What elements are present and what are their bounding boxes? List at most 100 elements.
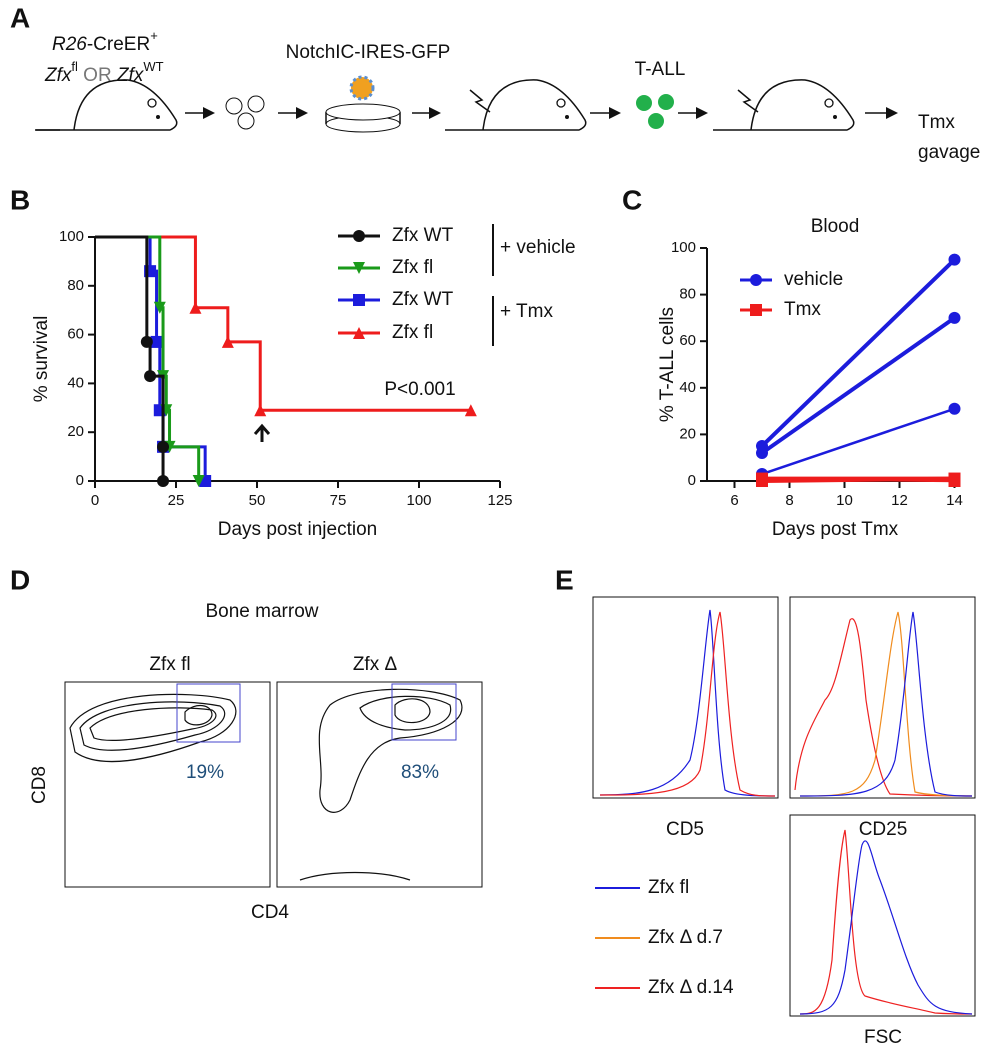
marker [254,404,267,417]
marker [353,262,365,274]
strain-gene: R26 [52,34,87,55]
strain-name: -CreER [87,34,150,55]
panel-letter: A [10,2,30,33]
line [761,407,955,476]
line [761,477,955,483]
cell-icon [658,94,674,110]
cell-icon [636,95,652,111]
y-tick-label: 0 [688,472,696,489]
marker [157,475,170,487]
panel-letter: C [622,184,642,215]
x-tick-label: 0 [91,492,99,509]
histogram-curve [799,611,973,797]
genotype-sup: fl [71,59,78,74]
irradiation [469,89,491,113]
marker [221,335,234,348]
mouse-icon [712,79,855,131]
y-tick-label: 80 [67,277,84,294]
marker [948,475,961,487]
survival-line [95,235,201,481]
strain-label: R26-CreER+ [52,28,158,55]
marker [948,253,961,266]
plot-label: Zfx Δ [353,654,398,675]
x-tick-label: 6 [730,492,738,509]
histogram-curve [799,611,973,797]
legend-label: Zfx fl [392,322,433,343]
mouse-icon [35,79,178,131]
x-tick-label: 12 [891,492,908,509]
mouse-icon [444,79,587,131]
marker [756,447,768,460]
genotype: Zfx [116,65,145,86]
contours [69,688,463,881]
marker [140,335,153,348]
y-tick-label: 80 [679,286,696,303]
axis-label: CD4 [251,902,289,923]
histogram-label: CD25 [859,819,908,840]
marker [144,370,157,383]
marker [150,335,163,348]
virus [349,75,375,101]
legend-label: Zfx fl [648,877,689,898]
dish [325,103,401,121]
x-axis-label: Days post Tmx [772,519,899,540]
genotype-label: Zfxfl OR ZfxWT [44,59,164,86]
marker [756,472,768,485]
y-tick-label: 0 [76,472,84,489]
treatment-label: gavage [918,142,980,163]
marker [464,404,477,417]
histogram-box [592,596,779,799]
histogram-curve [794,618,973,797]
histogram-box [789,596,976,799]
panel-letter: E [555,564,574,595]
y-tick-label: 100 [59,228,84,245]
marker [153,301,166,314]
y-tick-label: 20 [679,425,696,442]
plot-label: Zfx fl [149,654,190,675]
flow-plot [64,681,271,888]
histogram-label: CD5 [666,819,704,840]
y-tick-label: 40 [679,379,696,396]
vector-label: NotchIC-IRES-GFP [286,42,451,63]
survival-line [95,235,471,412]
marker [353,327,365,339]
histogram-curve [799,840,973,1015]
marker [157,440,170,453]
panel-letter: D [10,564,30,595]
treatment-label: Tmx [918,112,955,133]
gate [176,683,241,743]
dish [325,112,401,124]
histogram-curve [799,829,973,1015]
cell-icon [247,95,265,113]
x-tick-label: 75 [330,492,347,509]
axis-label: CD8 [29,766,50,804]
marker [353,294,365,306]
genotype-or: OR [78,65,117,86]
survival-line [95,235,165,481]
histogram-box [789,814,976,1017]
legend-label: Zfx Δ d.14 [648,977,734,998]
x-tick-label: 8 [785,492,793,509]
cell-icon [225,97,243,115]
y-tick-label: 60 [67,326,84,343]
strain-sup: + [150,28,158,43]
y-axis-label: % T-ALL cells [657,307,678,422]
legend-label: Tmx [784,299,821,320]
y-tick-label: 40 [67,374,84,391]
marker [750,304,762,316]
x-tick-label: 10 [836,492,853,509]
histogram-label: FSC [864,1027,902,1048]
legend-label: Zfx WT [392,225,454,246]
arrow [253,423,271,442]
y-tick-label: 60 [679,332,696,349]
marker [189,301,202,314]
legend-label: Zfx Δ d.7 [648,927,723,948]
histogram-curve [599,609,776,797]
cell-icon [237,112,255,130]
irradiation [737,89,759,113]
x-tick-label: 125 [487,492,512,509]
x-axis-label: Days post injection [218,519,377,540]
line [760,316,956,455]
